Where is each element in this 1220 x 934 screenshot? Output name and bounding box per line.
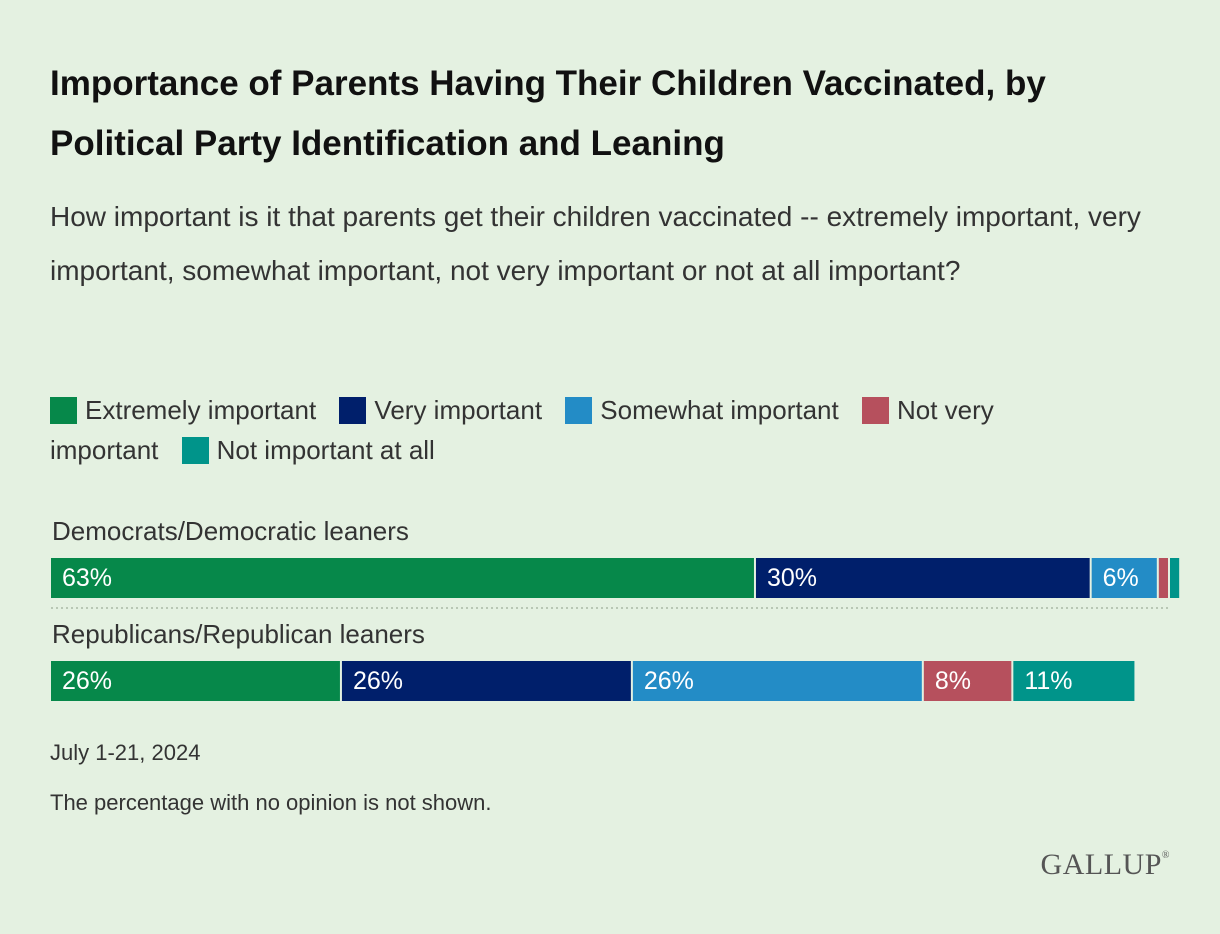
data-label: 26% <box>353 667 403 695</box>
category-label: Republicans/Republican leaners <box>52 619 425 649</box>
legend-label: Very important <box>374 395 543 425</box>
legend-item: Very important <box>339 395 542 425</box>
registered-mark: ® <box>1161 850 1170 861</box>
data-label: 8% <box>935 667 971 695</box>
bar-segment <box>1170 558 1180 598</box>
chart-title: Importance of Parents Having Their Child… <box>50 64 1046 163</box>
legend-swatch <box>50 397 77 424</box>
legend-swatch <box>339 397 367 424</box>
data-label: 30% <box>767 564 817 592</box>
category-label: Democrats/Democratic leaners <box>52 516 409 546</box>
data-label: 63% <box>62 564 112 592</box>
bar-segment <box>1013 661 1135 701</box>
legend-item: Somewhat important <box>565 395 839 425</box>
legend-item: Extremely important <box>50 395 316 425</box>
legend-swatch <box>181 437 209 464</box>
data-label: 11% <box>1024 667 1072 695</box>
legend-item: Not very important <box>50 395 994 465</box>
gallup-logo: GALLUP® <box>1041 848 1170 882</box>
legend-item: Not important at all <box>181 435 435 465</box>
bar-segment <box>923 661 1012 701</box>
bar-segment <box>632 661 922 701</box>
data-label: 26% <box>644 667 694 695</box>
bar-segment <box>341 661 631 701</box>
data-label: 6% <box>1103 564 1139 592</box>
chart-plot: Democrats/Democratic leaners 63% 30% 6% Repu… <box>51 516 1180 701</box>
legend-label: Extremely important <box>85 395 317 425</box>
logo-text: GALLUP <box>1040 848 1162 881</box>
legend-label: Not important at all <box>216 435 435 465</box>
chart-subtitle: How important is it that parents get the… <box>50 201 1141 286</box>
data-label: 26% <box>62 667 112 695</box>
survey-date: July 1-21, 2024 <box>50 740 201 765</box>
footnote: The percentage with no opinion is not sh… <box>50 790 492 815</box>
legend-label: Somewhat important <box>600 395 839 425</box>
bar-segment <box>51 661 340 701</box>
bar-segment <box>755 558 1090 598</box>
bar-segment <box>51 558 754 598</box>
legend: Extremely important Very important Somew… <box>50 390 1090 470</box>
legend-swatch <box>565 397 593 424</box>
legend-swatch <box>861 397 889 424</box>
bar-segment <box>1091 558 1157 598</box>
legend-label: Not very important <box>50 395 994 465</box>
bar-segment <box>1158 558 1168 598</box>
